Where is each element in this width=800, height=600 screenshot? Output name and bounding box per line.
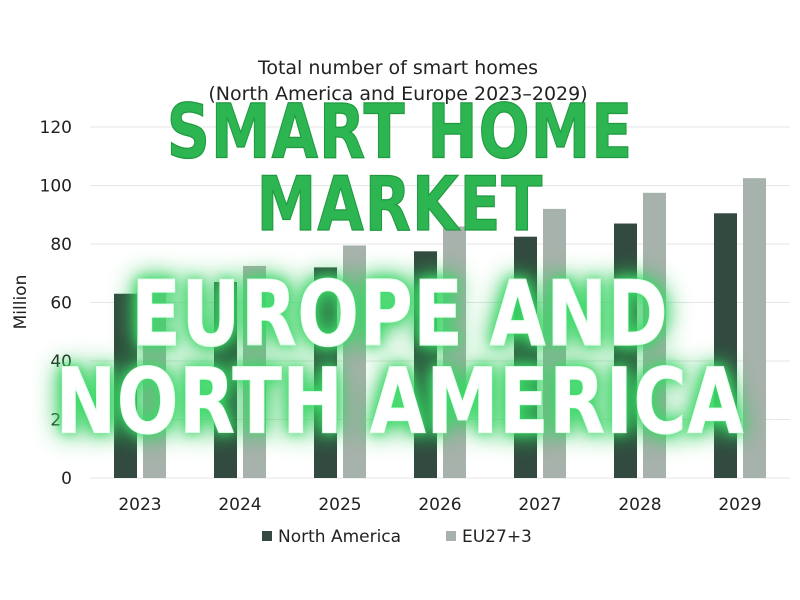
legend-label: North America bbox=[278, 527, 401, 547]
bar-eu27-3-2027 bbox=[543, 208, 566, 478]
overlay-subheading-line-1: EUROPE AND bbox=[131, 261, 669, 367]
bar-eu27-3-2026 bbox=[443, 226, 466, 478]
y-tick-label: 100 bbox=[40, 177, 72, 197]
x-tick-label: 2024 bbox=[218, 495, 261, 515]
bar-north-america-2027 bbox=[514, 236, 537, 478]
overlay-heading-line-2: MARKET bbox=[256, 161, 544, 249]
bar-eu27-3-2028 bbox=[643, 192, 666, 478]
legend: North America EU27+3 bbox=[262, 527, 532, 547]
x-tick-label: 2027 bbox=[518, 495, 561, 515]
y-tick-label: 60 bbox=[50, 294, 72, 314]
bar-north-america-2024 bbox=[214, 282, 237, 478]
bar-north-america-2023 bbox=[114, 293, 137, 478]
x-tick-label: 2029 bbox=[718, 495, 761, 515]
x-tick-label: 2025 bbox=[318, 495, 361, 515]
x-tick-labels: 2023 2024 2025 2026 2027 2028 2029 bbox=[118, 495, 761, 515]
bar-north-america-2029 bbox=[714, 213, 737, 478]
overlay-heading: SMART HOME MARKET bbox=[0, 88, 800, 249]
bars bbox=[114, 178, 766, 478]
chart-title: Total number of smart homes bbox=[257, 57, 538, 79]
bar-eu27-3-2024 bbox=[243, 265, 266, 478]
overlay-subheading: EUROPE AND NORTH AMERICA bbox=[0, 261, 800, 454]
grid-lines bbox=[90, 126, 790, 479]
y-axis-label: Million bbox=[11, 275, 31, 330]
bar-north-america-2025 bbox=[314, 267, 337, 478]
y-tick-label: 20 bbox=[50, 411, 72, 431]
bar-north-america-2026 bbox=[414, 251, 437, 478]
bar-eu27-3-2025 bbox=[343, 245, 366, 478]
legend-swatch bbox=[446, 531, 456, 541]
y-tick-label: 40 bbox=[50, 352, 72, 372]
overlay-heading-line-1: SMART HOME bbox=[166, 88, 634, 176]
bar-eu27-3-2023 bbox=[143, 282, 166, 478]
y-tick-label: 80 bbox=[50, 235, 72, 255]
x-tick-label: 2028 bbox=[618, 495, 661, 515]
bar-eu27-3-2029 bbox=[743, 178, 766, 478]
y-tick-labels: 0 20 40 60 80 100 120 bbox=[40, 118, 72, 489]
overlay-subheading-line-2: NORTH AMERICA bbox=[55, 348, 745, 454]
y-tick-label: 0 bbox=[61, 469, 72, 489]
legend-swatch bbox=[262, 531, 272, 541]
chart-subtitle: (North America and Europe 2023–2029) bbox=[208, 83, 587, 105]
y-tick-label: 120 bbox=[40, 118, 72, 138]
x-tick-label: 2026 bbox=[418, 495, 461, 515]
bar-north-america-2028 bbox=[614, 223, 637, 478]
x-tick-label: 2023 bbox=[118, 495, 161, 515]
legend-label: EU27+3 bbox=[462, 527, 532, 547]
